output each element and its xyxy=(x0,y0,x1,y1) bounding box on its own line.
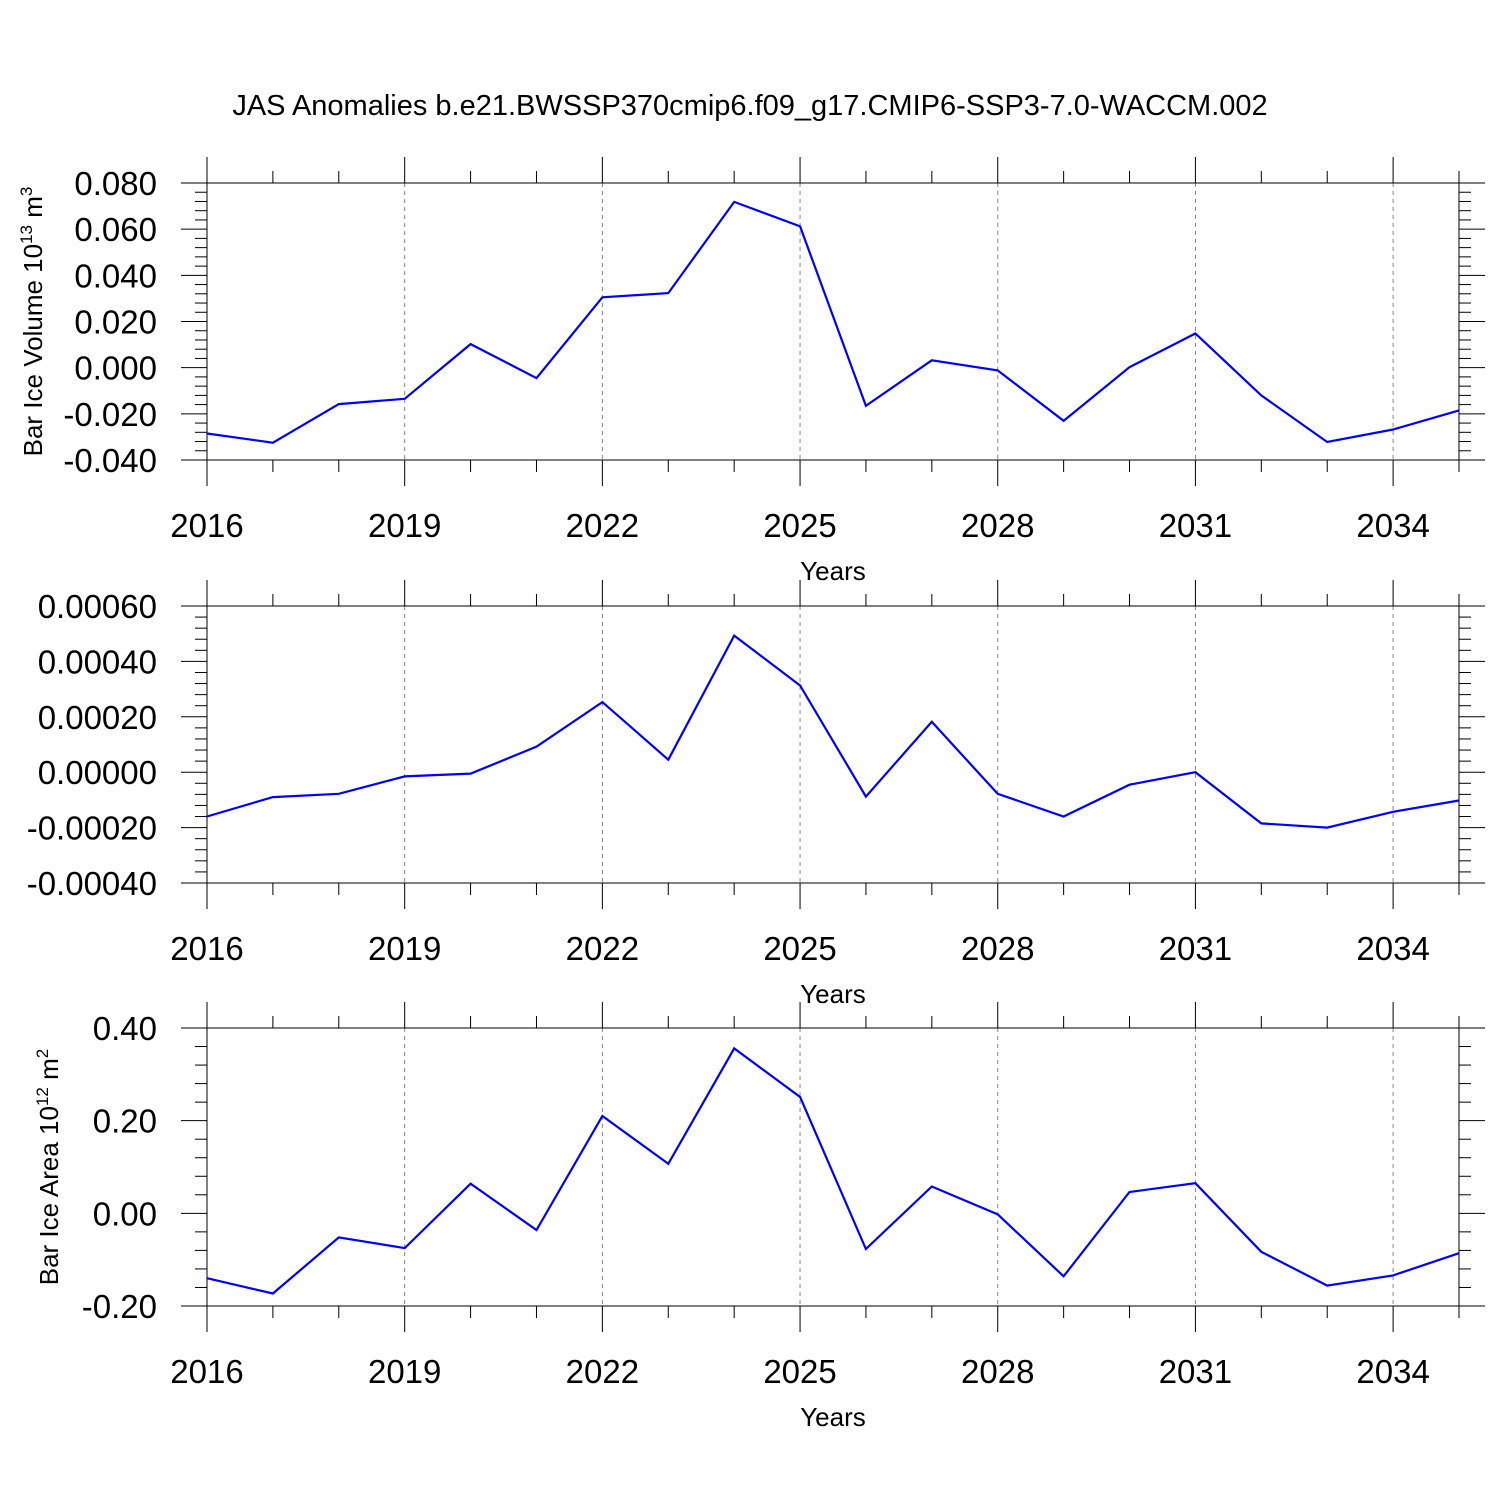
series-line xyxy=(206,633,1460,829)
x-tick-label: 2016 xyxy=(170,507,243,544)
y-tick-label: -0.040 xyxy=(63,442,157,479)
y-tick-label: 0.00060 xyxy=(38,588,157,625)
y-axis-label-part: 13 xyxy=(17,225,36,244)
y-axis-label-part: 12 xyxy=(33,1087,52,1106)
plot-frame xyxy=(206,182,1460,461)
y-tick-label: 0.00040 xyxy=(38,643,157,680)
x-tick-label: 2028 xyxy=(961,507,1034,544)
y-axis-label-part: 2 xyxy=(33,1049,52,1058)
x-tick-label: 2025 xyxy=(763,507,836,544)
x-tick-label: 2028 xyxy=(961,930,1034,967)
y-tick-label: 0.000 xyxy=(74,350,157,387)
y-axis-label-part: Bar Ice Area 10 xyxy=(34,1106,64,1285)
x-tick-label: 2031 xyxy=(1159,507,1232,544)
series-line xyxy=(206,200,1460,444)
x-axis-label: Years xyxy=(800,979,866,1009)
series-line xyxy=(206,1046,1460,1295)
y-tick-label: -0.00040 xyxy=(27,865,157,902)
y-axis-label-part: Bar Ice Volume 10 xyxy=(18,244,48,456)
y-tick-label: -0.020 xyxy=(63,396,157,433)
x-tick-label: 2034 xyxy=(1356,1353,1429,1390)
x-tick-label: 2016 xyxy=(170,1353,243,1390)
y-tick-label: -0.20 xyxy=(82,1288,157,1325)
chart-panel-2: 2016 2019 2022 2025 2028 2031 2034 Years -0.0004… xyxy=(27,580,1485,1009)
x-tick-label: 2025 xyxy=(763,930,836,967)
y-tick-label: 0.00020 xyxy=(38,699,157,736)
y-tick-label: 0.00000 xyxy=(38,754,157,791)
y-tick-label: 0.060 xyxy=(74,211,157,248)
y-axis-label-part: m xyxy=(18,196,48,225)
x-tick-label: 2019 xyxy=(368,1353,441,1390)
y-tick-label: -0.00020 xyxy=(27,810,157,847)
x-tick-label: 2031 xyxy=(1159,1353,1232,1390)
y-axis-label: Bar Ice Area 1012 m2 xyxy=(33,1049,64,1286)
x-axis-label: Years xyxy=(800,1402,866,1432)
y-tick-label: 0.00 xyxy=(93,1195,157,1232)
x-tick-label: 2025 xyxy=(763,1353,836,1390)
y-tick-label: 0.40 xyxy=(93,1010,157,1047)
x-tick-label: 2022 xyxy=(566,930,639,967)
y-axis-label-part: 3 xyxy=(17,187,36,196)
x-tick-label: 2019 xyxy=(368,507,441,544)
x-tick-label: 2034 xyxy=(1356,930,1429,967)
y-tick-label: 0.020 xyxy=(74,304,157,341)
plot-frame xyxy=(206,605,1460,884)
chart-panel-3: 2016 2019 2022 2025 2028 2031 2034 Years -0.20 0.… xyxy=(33,1002,1485,1432)
y-axis-label-part: m xyxy=(34,1058,64,1087)
plot-frame xyxy=(206,1027,1460,1307)
y-axis-label: Bar Ice Volume 1013 m3 xyxy=(17,187,48,457)
x-tick-label: 2031 xyxy=(1159,930,1232,967)
chart-panel-1: 2016 2019 2022 2025 2028 2031 2034 Years -0.040 -… xyxy=(17,157,1485,586)
x-tick-label: 2016 xyxy=(170,930,243,967)
x-tick-label: 2019 xyxy=(368,930,441,967)
y-tick-label: 0.040 xyxy=(74,257,157,294)
figure-title: JAS Anomalies b.e21.BWSSP370cmip6.f09_g1… xyxy=(232,90,1268,122)
x-tick-label: 2022 xyxy=(566,1353,639,1390)
x-axis-label: Years xyxy=(800,556,866,586)
x-tick-label: 2022 xyxy=(566,507,639,544)
x-tick-label: 2028 xyxy=(961,1353,1034,1390)
x-tick-label: 2034 xyxy=(1356,507,1429,544)
y-tick-label: 0.20 xyxy=(93,1103,157,1140)
y-tick-label: 0.080 xyxy=(74,165,157,202)
